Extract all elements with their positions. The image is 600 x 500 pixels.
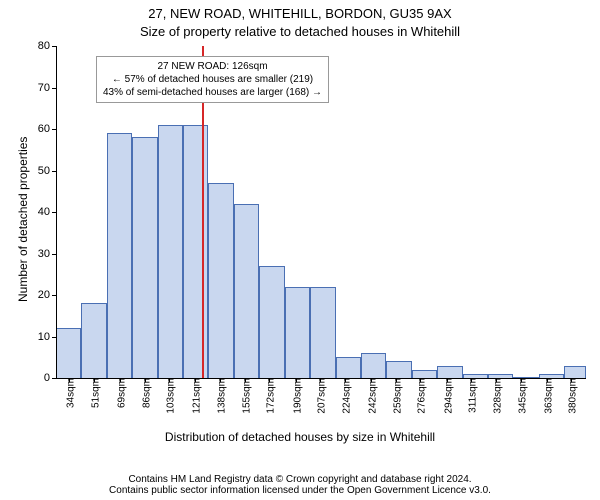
x-tick-label: 86sqm — [137, 378, 152, 408]
histogram-bar — [386, 361, 411, 378]
histogram-bar — [336, 357, 361, 378]
x-tick-label: 276sqm — [413, 378, 428, 414]
histogram-bar — [259, 266, 284, 378]
histogram-bar — [310, 287, 335, 378]
histogram-bar — [437, 366, 462, 378]
footer-attribution: Contains HM Land Registry data © Crown c… — [0, 474, 600, 496]
annotation-line2: ← 57% of detached houses are smaller (21… — [103, 73, 322, 86]
histogram-bar — [107, 133, 132, 378]
y-tick-label: 50 — [38, 165, 56, 177]
y-tick-label: 40 — [38, 206, 56, 218]
title-subtitle: Size of property relative to detached ho… — [0, 24, 600, 39]
histogram-bar — [56, 328, 81, 378]
x-tick-label: 259sqm — [388, 378, 403, 414]
y-tick-label: 10 — [38, 331, 56, 343]
x-tick-label: 242sqm — [364, 378, 379, 414]
footer-line2: Contains public sector information licen… — [0, 485, 600, 496]
y-tick-label: 60 — [38, 123, 56, 135]
x-tick-label: 155sqm — [237, 378, 252, 414]
x-tick-label: 172sqm — [262, 378, 277, 414]
y-tick-label: 70 — [38, 82, 56, 94]
x-tick-label: 380sqm — [564, 378, 579, 414]
x-tick-label: 224sqm — [337, 378, 352, 414]
x-tick-label: 294sqm — [439, 378, 454, 414]
histogram-bar — [234, 204, 259, 378]
x-tick-label: 207sqm — [313, 378, 328, 414]
y-tick-label: 80 — [38, 40, 56, 52]
footer-line1: Contains HM Land Registry data © Crown c… — [0, 474, 600, 485]
x-tick-label: 69sqm — [112, 378, 127, 408]
y-axis-label: Number of detached properties — [16, 137, 30, 302]
x-tick-label: 190sqm — [288, 378, 303, 414]
histogram-bar — [361, 353, 386, 378]
y-axis-line — [56, 46, 57, 378]
y-tick-label: 20 — [38, 289, 56, 301]
annotation-line3: 43% of semi-detached houses are larger (… — [103, 86, 322, 99]
x-tick-label: 138sqm — [213, 378, 228, 414]
x-tick-label: 311sqm — [464, 378, 479, 413]
x-tick-label: 328sqm — [488, 378, 503, 414]
histogram-bar — [158, 125, 183, 378]
x-tick-label: 34sqm — [62, 378, 77, 408]
histogram-bar — [208, 183, 233, 378]
y-tick-label: 30 — [38, 248, 56, 260]
x-axis-label: Distribution of detached houses by size … — [0, 430, 600, 444]
x-tick-label: 121sqm — [188, 378, 203, 414]
y-tick-label: 0 — [44, 372, 56, 384]
chart-plot-area: 0102030405060708034sqm51sqm69sqm86sqm103… — [56, 46, 586, 378]
x-tick-label: 363sqm — [539, 378, 554, 414]
histogram-bar — [564, 366, 586, 378]
histogram-bar — [132, 137, 157, 378]
histogram-bar — [183, 125, 208, 378]
histogram-bar — [412, 370, 437, 378]
title-address: 27, NEW ROAD, WHITEHILL, BORDON, GU35 9A… — [0, 6, 600, 21]
histogram-bar — [285, 287, 310, 378]
x-tick-label: 51sqm — [86, 378, 101, 408]
annotation-box: 27 NEW ROAD: 126sqm← 57% of detached hou… — [96, 56, 329, 103]
histogram-bar — [81, 303, 106, 378]
annotation-line1: 27 NEW ROAD: 126sqm — [103, 60, 322, 73]
x-tick-label: 103sqm — [162, 378, 177, 414]
x-tick-label: 345sqm — [513, 378, 528, 414]
